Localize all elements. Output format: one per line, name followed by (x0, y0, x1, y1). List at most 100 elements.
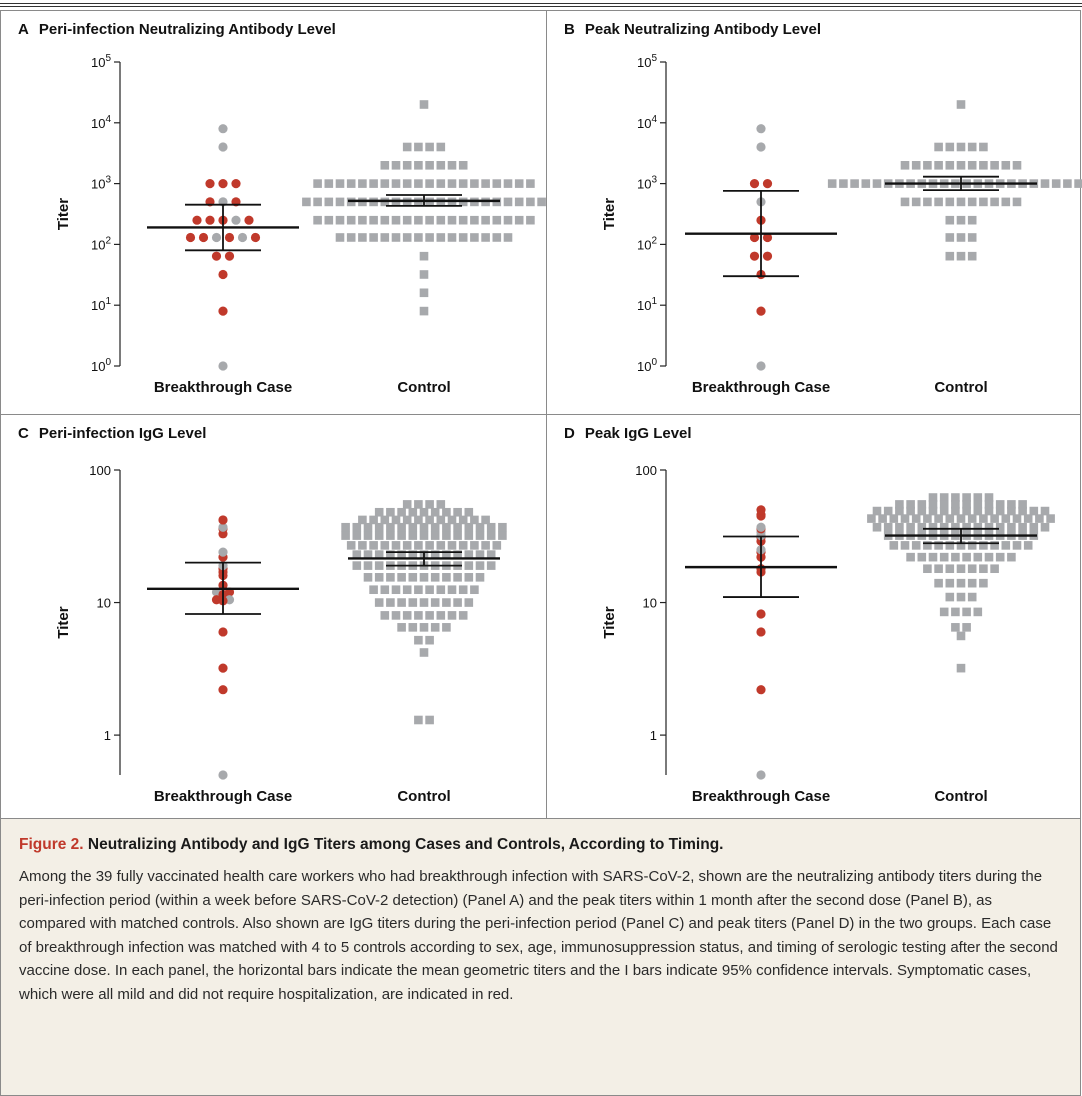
y-tick-label: 101 (91, 296, 111, 313)
control-point (1012, 541, 1022, 550)
control-point (408, 623, 418, 632)
control-point (956, 514, 966, 523)
x-category-label: Breakthrough Case (692, 379, 830, 396)
case-point (756, 142, 766, 152)
control-point (436, 233, 446, 242)
control-point (352, 522, 362, 532)
control-point (492, 179, 502, 188)
control-point (911, 541, 921, 550)
panel-b-chart: 100 101 102 103 104 105 Titer Breakthrough Case… (601, 53, 1082, 396)
control-point (984, 500, 994, 509)
control-point (402, 611, 412, 620)
control-point (475, 531, 485, 540)
control-point (425, 541, 434, 550)
control-point (1063, 179, 1072, 188)
y-tick-label: 100 (637, 357, 657, 374)
control-point (923, 197, 932, 207)
control-point (464, 573, 474, 582)
panel-title: B Peak Neutralizing Antibody Level (564, 21, 821, 38)
control-point (979, 564, 988, 574)
control-point (928, 493, 938, 502)
panel-a: A Peri-infection Neutralizing Antibody Le… (0, 10, 546, 414)
control-point (447, 215, 457, 225)
panel-title: D Peak IgG Level (564, 425, 692, 442)
control-point (956, 251, 966, 261)
control-point (1040, 179, 1050, 188)
control-point (984, 493, 994, 502)
control-point (939, 506, 949, 516)
control-point (1007, 500, 1016, 509)
control-point (990, 160, 999, 170)
control-point (425, 215, 434, 225)
control-point (939, 493, 949, 502)
control-point (990, 564, 999, 574)
control-point (464, 531, 474, 540)
control-point (945, 160, 955, 170)
y-axis-title: Titer (601, 606, 618, 638)
control-point (883, 506, 893, 516)
case-point (231, 215, 241, 225)
control-point (995, 552, 1005, 562)
case-point-symptomatic (218, 306, 228, 316)
control-point (492, 233, 502, 242)
control-point (458, 233, 468, 242)
control-point (951, 522, 960, 532)
control-point (1012, 160, 1022, 170)
control-point (363, 531, 373, 540)
control-point (397, 573, 406, 582)
control-point (934, 578, 943, 588)
control-point (1051, 179, 1061, 188)
control-point (380, 215, 390, 225)
control-point (945, 514, 955, 523)
panel-d-chart: 1 10 100 Titer Breakthrough Case Control (601, 463, 1055, 805)
control-point (973, 493, 983, 502)
control-point (419, 100, 429, 109)
case-point (756, 522, 766, 532)
control-point (380, 585, 390, 595)
control-point (419, 598, 429, 607)
control-point (514, 215, 524, 225)
y-tick-label: 100 (635, 463, 657, 478)
control-point (967, 514, 977, 523)
control-point (962, 607, 971, 617)
control-point (386, 550, 395, 559)
control-point (1001, 541, 1011, 550)
control-point (391, 611, 401, 620)
control-point (1012, 197, 1022, 207)
control-point (872, 179, 882, 188)
panel-c: C Peri-infection IgG Level 1 10 100 Titer Bre… (0, 414, 546, 819)
control-point (951, 552, 960, 562)
case-point-symptomatic (218, 179, 228, 189)
control-point (956, 233, 966, 242)
control-point (839, 179, 848, 188)
control-point (939, 500, 949, 509)
control-point (956, 578, 966, 588)
control-point (374, 598, 384, 607)
case-point-symptomatic (218, 663, 228, 673)
y-tick-label: 102 (637, 235, 657, 252)
control-point (391, 233, 401, 242)
control-point (990, 514, 999, 523)
control-point (990, 197, 999, 207)
case-point-symptomatic (198, 232, 209, 243)
control-point (408, 531, 418, 540)
control-point (324, 179, 334, 188)
control-point (973, 607, 983, 617)
control-point (470, 585, 479, 595)
control-point (335, 233, 345, 242)
control-point (945, 197, 955, 207)
control-point (867, 514, 876, 523)
control-point (335, 197, 345, 207)
y-tick-label: 105 (637, 53, 657, 70)
control-point (436, 179, 446, 188)
control-point (481, 179, 490, 188)
control-point (900, 160, 910, 170)
control-point (402, 179, 412, 188)
control-point (414, 215, 423, 225)
control-point (967, 233, 977, 242)
control-point (425, 585, 434, 595)
control-point (962, 623, 971, 632)
case-point (756, 124, 766, 134)
control-point (481, 233, 490, 242)
control-point (414, 585, 423, 595)
